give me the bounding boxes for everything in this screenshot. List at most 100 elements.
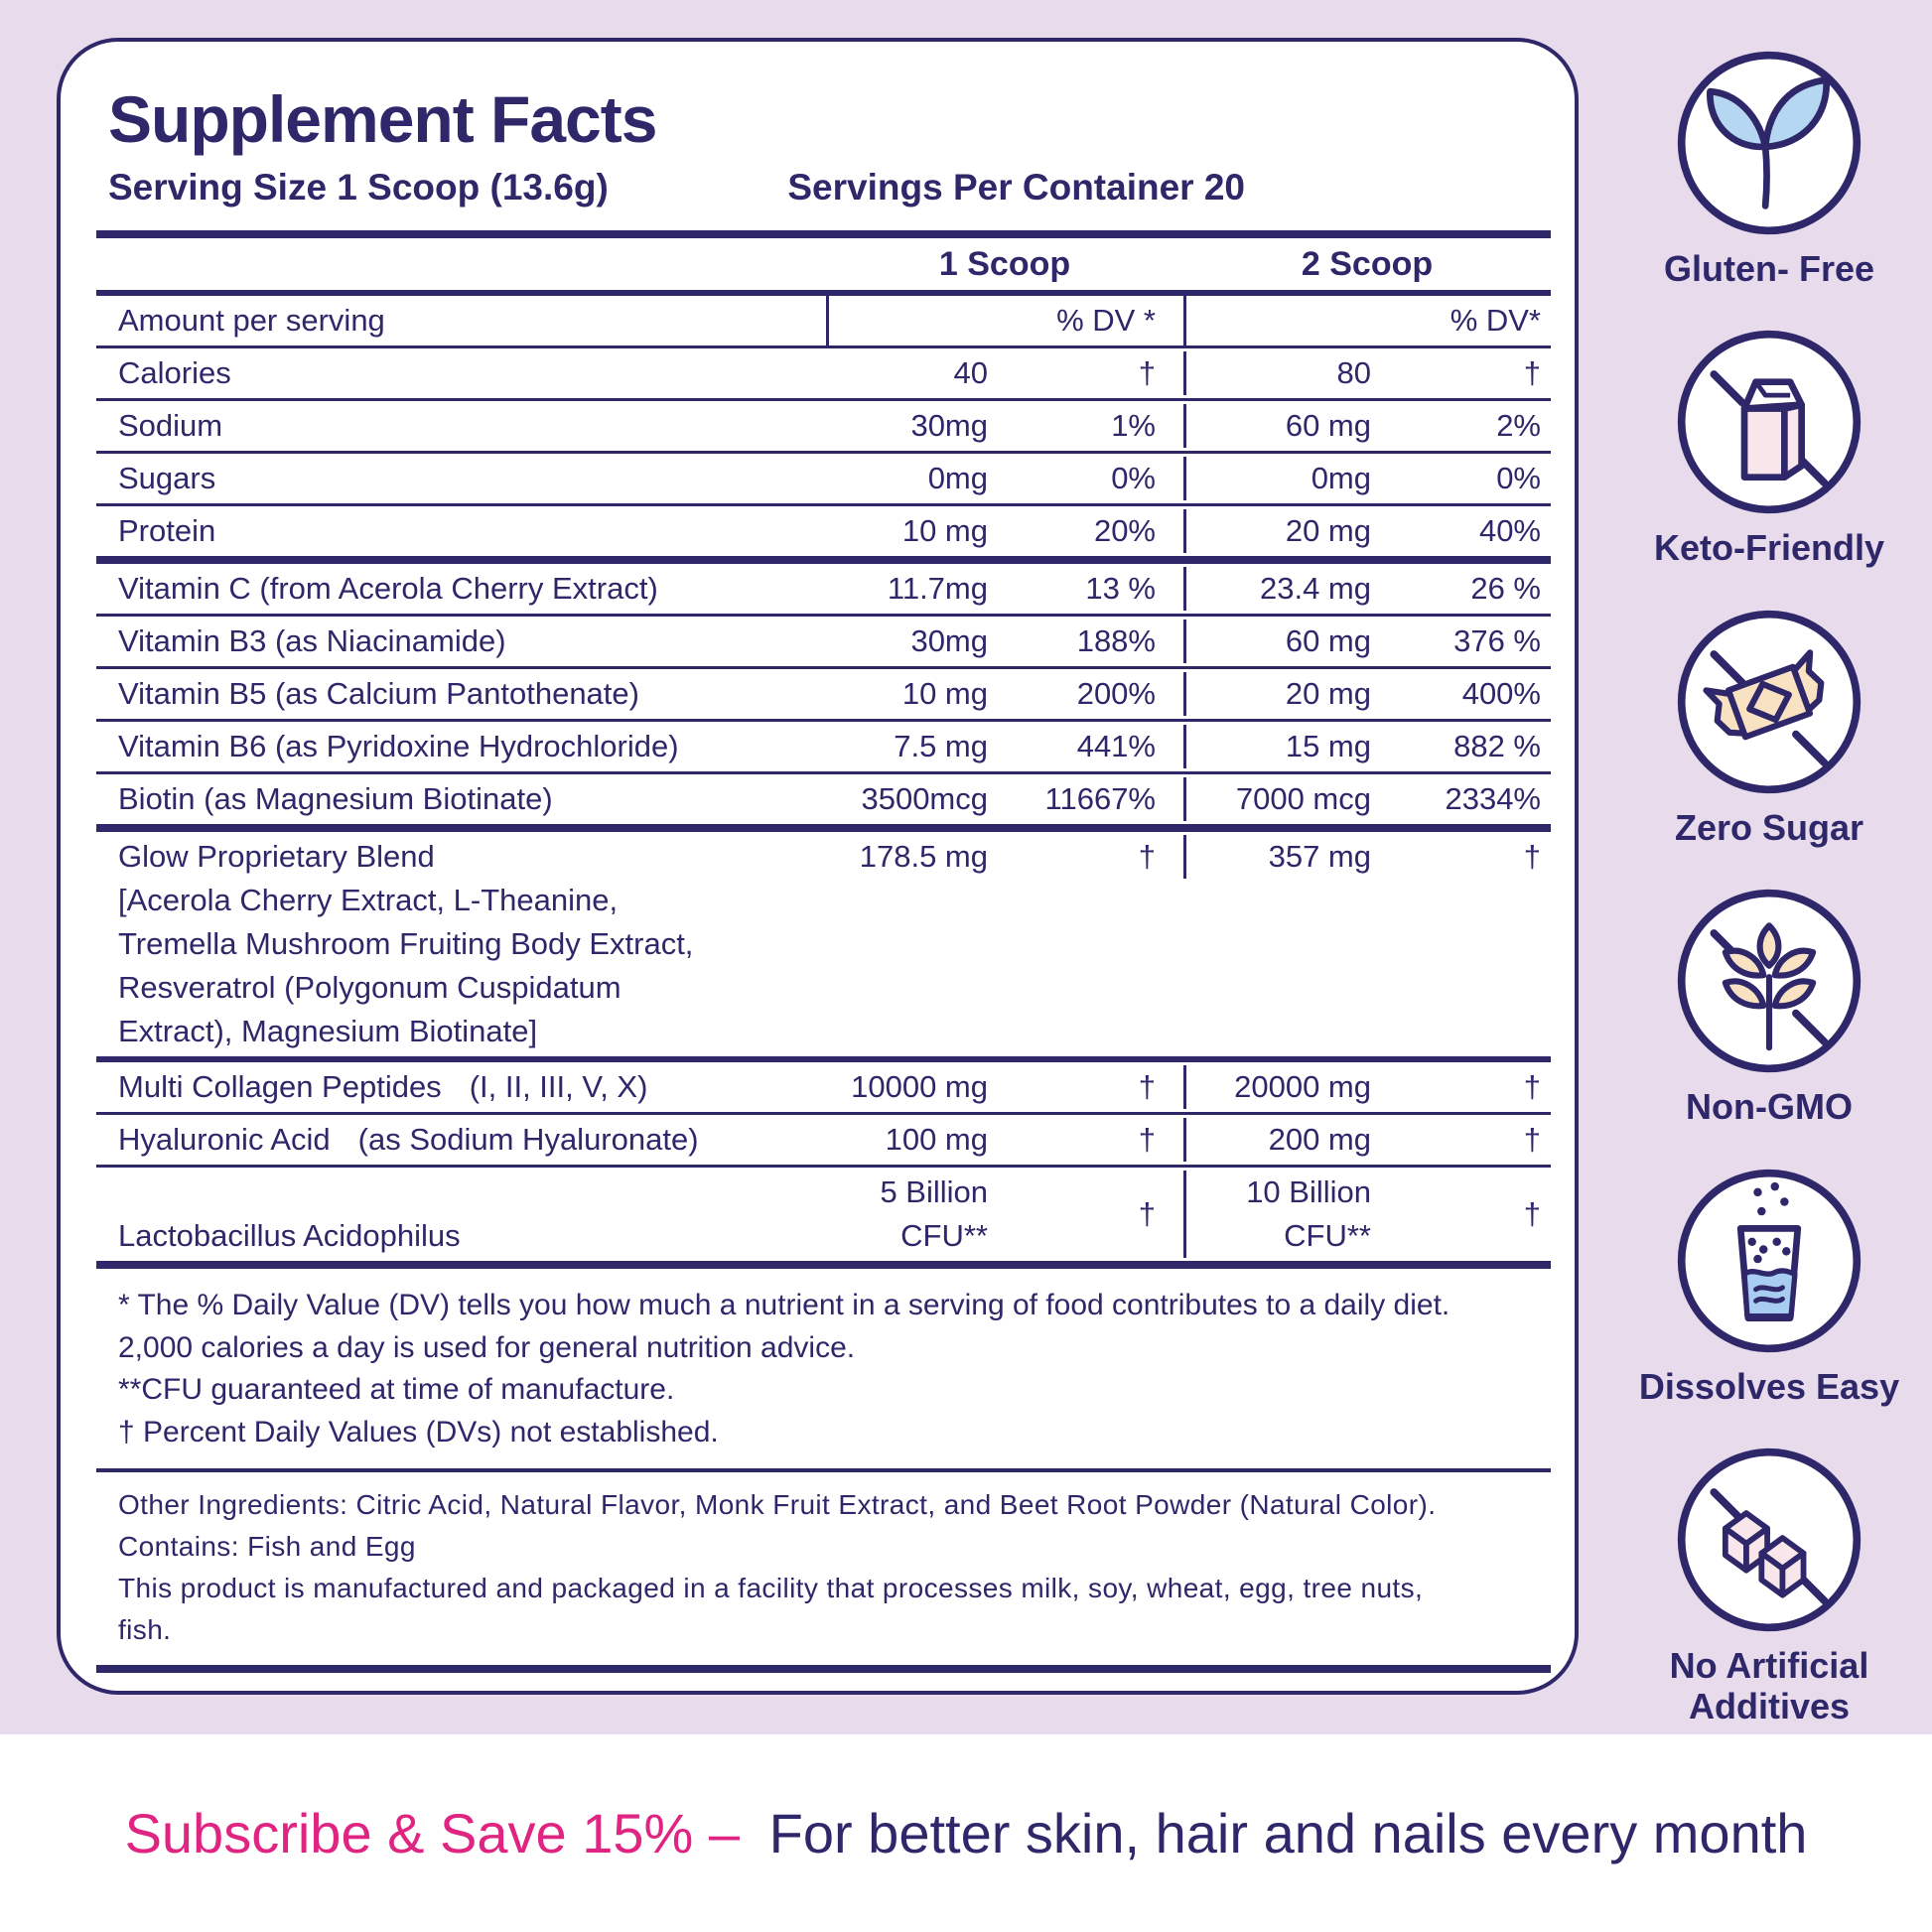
amount-header-row: Amount per serving % DV * % DV* (96, 296, 1551, 345)
no-milk-icon (1674, 327, 1864, 517)
amount-1-scoop: 178.5 mg (859, 839, 988, 875)
dv-2-scoop: † (1523, 355, 1541, 390)
dv-2-scoop: † (1523, 1122, 1541, 1158)
panel-title: Supplement Facts (108, 82, 657, 156)
nutrient-row: Vitamin B6 (as Pyridoxine Hydrochloride)… (96, 722, 1551, 771)
amount-1-scoop: 30mg (910, 623, 988, 659)
dv-1-scoop: † (1138, 1069, 1156, 1105)
amount-1-scoop: 10000 mg (851, 1069, 988, 1105)
promo-tagline-text: For better skin, hair and nails every mo… (768, 1802, 1808, 1864)
amount-2-scoop: 0mg (1183, 457, 1377, 501)
dv-2-scoop: 26 % (1470, 571, 1541, 607)
feature-badge: Dissolves Easy (1620, 1166, 1918, 1407)
promo-text: Subscribe & Save 15% – For better skin, … (125, 1801, 1808, 1865)
amount-line: 10 Billion (1246, 1174, 1371, 1210)
nutrient-row: Protein 10 mg 20% 20 mg 40% (96, 506, 1551, 556)
badge-label: Dissolves Easy (1638, 1365, 1900, 1407)
divider-rule (96, 398, 1551, 402)
divider-rule (96, 451, 1551, 455)
footnote-line: **CFU guaranteed at time of manufacture. (118, 1373, 675, 1407)
footnote-line: * The % Daily Value (DV) tells you how m… (118, 1289, 1450, 1364)
dv-2-scoop: † (1523, 839, 1541, 875)
divider-rule (96, 503, 1551, 507)
promo-banner: Subscribe & Save 15% – For better skin, … (0, 1734, 1932, 1932)
nutrient-name: Vitamin B6 (as Pyridoxine Hydrochloride) (118, 729, 679, 764)
nutrient-name: Multi Collagen Peptides (I, II, III, V, X… (118, 1069, 648, 1105)
dv-1-scoop: 200% (1076, 676, 1156, 712)
ingredient-line: Other Ingredients: Citric Acid, Natural … (118, 1488, 1437, 1520)
dv-1-scoop: † (1138, 1122, 1156, 1158)
dv-2-scoop: † (1523, 1196, 1541, 1232)
footnote-line: † Percent Daily Values (DVs) not establi… (118, 1416, 719, 1449)
serving-info-row: Serving Size 1 Scoop (13.6g) Servings Pe… (108, 167, 1245, 208)
divider-rule (96, 1165, 1551, 1169)
nutrient-row: Lactobacillus Acidophilus 5 Billion CFU** †… (96, 1168, 1551, 1261)
nutrient-name: Hyaluronic Acid (as Sodium Hyaluronate) (118, 1122, 699, 1158)
nutrient-name: Vitamin B5 (as Calcium Pantothenate) (118, 676, 639, 712)
divider-rule (96, 556, 1551, 565)
nutrient-row: Vitamin B3 (as Niacinamide) 30mg 188% 60 mg… (96, 617, 1551, 666)
amount-2-scoop: 7000 mcg (1183, 777, 1377, 822)
amount-1-scoop: 3500mcg (861, 781, 988, 817)
nutrient-rows: Calories 40 † 80 † Sodium 30mg 1% 60 mg 2% Sugars 0… (96, 348, 1551, 1270)
amount-1-scoop: 100 mg (885, 1122, 988, 1158)
feature-badge: Gluten- Free (1620, 48, 1918, 289)
nutrient-name: Sodium (118, 408, 223, 444)
amount-2-scoop: 60 mg (1183, 404, 1377, 449)
nutrient-name: Biotin (as Magnesium Biotinate) (118, 781, 553, 817)
nutrient-row: Glow Proprietary Blend [Acerola Cherry Ex… (96, 832, 1551, 1056)
nutrient-row: Calories 40 † 80 † (96, 348, 1551, 398)
nutrient-row: Vitamin B5 (as Calcium Pantothenate) 10 m… (96, 669, 1551, 719)
amount-2-scoop: 80 (1183, 351, 1377, 396)
nutrient-row: Sodium 30mg 1% 60 mg 2% (96, 401, 1551, 451)
dv-1-scoop: 13 % (1085, 571, 1156, 607)
amount-line: CFU** (900, 1218, 988, 1254)
amount-1-scoop: 10 mg (901, 676, 988, 712)
amount-1-scoop: 7.5 mg (894, 729, 988, 764)
serving-size-text: Serving Size 1 Scoop (13.6g) (108, 167, 609, 207)
nutrient-name: Calories (118, 355, 231, 390)
nutrition-table: 1 Scoop 2 Scoop Amount per serving % DV … (96, 230, 1551, 1673)
servings-per-container-text: Servings Per Container 20 (787, 167, 1245, 207)
scoop2-header: 2 Scoop (1301, 244, 1434, 283)
divider-rule (96, 1056, 1551, 1063)
divider-rule (96, 290, 1551, 296)
fizzing-glass-icon (1674, 1166, 1864, 1356)
dv-2-scoop: 40% (1478, 513, 1541, 549)
feature-badge: Non-GMO (1620, 886, 1918, 1127)
divider-rule (96, 666, 1551, 670)
blend-ingredient-line: Tremella Mushroom Fruiting Body Extract, (118, 926, 694, 962)
feature-badge: No Artificial Additives (1620, 1445, 1918, 1727)
amount-2-scoop: 10 Billion CFU** (1183, 1171, 1377, 1259)
badge-label: No Artificial Additives (1669, 1644, 1869, 1727)
blend-ingredient-line: Resveratrol (Polygonum Cuspidatum (118, 970, 621, 1006)
dv-1-scoop: 1% (1111, 408, 1156, 444)
amount-line: CFU** (1284, 1218, 1371, 1254)
divider-rule (96, 1467, 1551, 1472)
nutrient-name: Lactobacillus Acidophilus (118, 1218, 461, 1254)
amount-2-scoop: 200 mg (1183, 1118, 1377, 1163)
badge-label: Keto-Friendly (1653, 527, 1884, 569)
divider-rule (96, 719, 1551, 723)
promo-offer-text: Subscribe & Save 15% – (124, 1802, 741, 1864)
table-top-rule (96, 230, 1551, 238)
nutrient-name: Vitamin B3 (as Niacinamide) (118, 623, 506, 659)
divider-rule (96, 1261, 1551, 1270)
no-candy-icon (1674, 607, 1864, 797)
amount-1-scoop: 30mg (910, 408, 988, 444)
amount-2-scoop: 20 mg (1183, 672, 1377, 717)
nutrient-row: Multi Collagen Peptides (I, II, III, V, X… (96, 1062, 1551, 1112)
dv1-header: % DV * (826, 296, 1183, 345)
amount-1-scoop: 11.7mg (887, 571, 988, 607)
no-wheat-icon (1674, 886, 1864, 1076)
nutrient-row: Sugars 0mg 0% 0mg 0% (96, 454, 1551, 503)
other-ingredients-block: Other Ingredients: Citric Acid, Natural … (98, 1484, 1449, 1651)
sprout-icon (1674, 48, 1864, 238)
table-bottom-rule (96, 1664, 1551, 1673)
divider-rule (96, 614, 1551, 618)
amount-2-scoop: 357 mg (1183, 835, 1377, 880)
amount-2-scoop: 20 mg (1183, 509, 1377, 554)
dv-1-scoop: 441% (1076, 729, 1156, 764)
dv-2-scoop: 2334% (1445, 781, 1541, 817)
amount-1-scoop: 5 Billion CFU** (826, 1171, 1000, 1258)
